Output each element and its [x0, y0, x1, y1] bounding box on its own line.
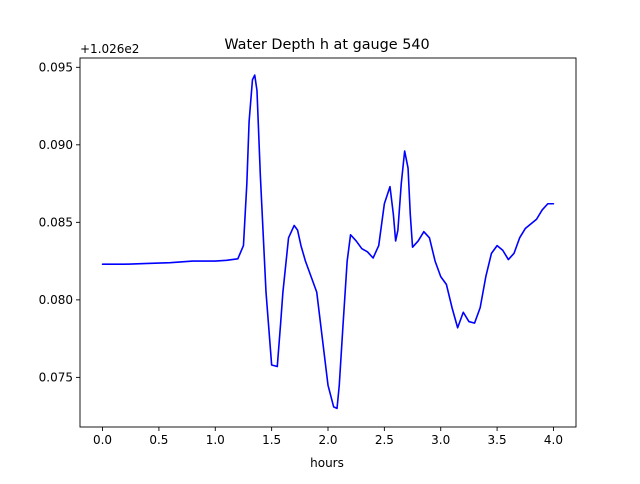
x-tick-label: 0.0: [93, 433, 112, 447]
y-tick-label: 0.075: [39, 371, 73, 385]
y-tick-label: 0.090: [39, 138, 73, 152]
plot-area: 0.0 0.5 1.0 1.5 2.0 2.5 3.0 3.5 4.0 0.075 0.080 0.0…: [39, 57, 577, 447]
x-tick-label: 1.5: [262, 433, 281, 447]
x-tick-label: 1.0: [206, 433, 225, 447]
x-tick-label: 0.5: [149, 433, 168, 447]
x-axis-label: hours: [310, 456, 344, 470]
y-tick-label: 0.085: [39, 216, 73, 230]
y-offset-text: +1.026e2: [80, 42, 139, 56]
chart-title: Water Depth h at gauge 540: [224, 37, 429, 53]
series-line-0: [101, 74, 555, 410]
x-tick-label: 3.0: [431, 433, 450, 447]
x-tick-label: 2.5: [375, 433, 394, 447]
y-tick-label: 0.095: [39, 61, 73, 75]
x-tick-label: 2.0: [318, 433, 337, 447]
x-tick-label: 4.0: [544, 433, 563, 447]
y-tick-label: 0.080: [39, 293, 73, 307]
x-tick-label: 3.5: [488, 433, 507, 447]
axes-frame: [79, 57, 577, 428]
